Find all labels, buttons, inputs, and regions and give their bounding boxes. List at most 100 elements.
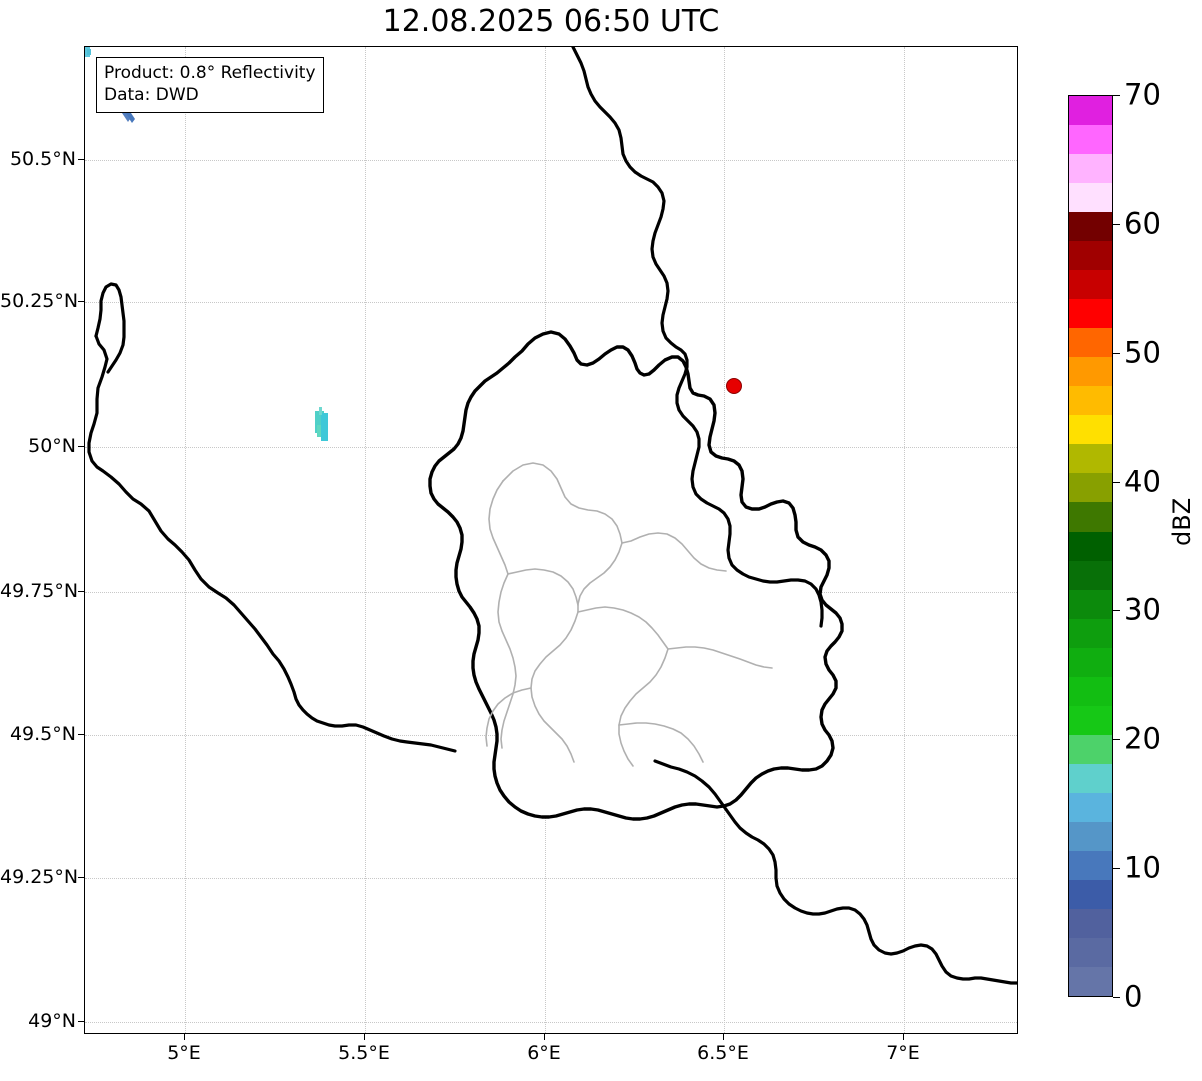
canton-line-north (502, 462, 623, 544)
colorbar-band-22 (1069, 328, 1112, 358)
ytick-mark-50.25N (78, 301, 84, 302)
border-belgium-france-west (87, 334, 457, 753)
ytick-mark-50.5N (78, 159, 84, 160)
xtick-mark-5.5E (364, 1034, 365, 1040)
colorbar-label-70: 70 (1124, 77, 1161, 112)
colorbar-band-25 (1069, 241, 1112, 271)
colorbar-axis-label: dBZ (1168, 497, 1196, 546)
border-germany-east (571, 47, 824, 628)
canton-line-southwest-branch (485, 687, 532, 747)
colorbar-band-13 (1069, 589, 1112, 619)
radar-echo-corner-speck (85, 47, 91, 57)
colorbar-tick-70 (1113, 95, 1120, 96)
colorbar-label-0: 0 (1124, 979, 1143, 1014)
colorbar-band-21 (1069, 357, 1112, 387)
colorbar-band-29 (1069, 125, 1112, 155)
colorbar-band-19 (1069, 415, 1112, 445)
ytick-label-49N: 49°N (28, 1010, 76, 1032)
radar-echo-cyan-patch (315, 407, 328, 441)
colorbar-tick-50 (1113, 352, 1120, 354)
canton-line-east (667, 646, 773, 669)
colorbar-label-60: 60 (1124, 206, 1161, 241)
ytick-label-49.25N: 49.25°N (0, 866, 79, 888)
canton-line-midwest (488, 480, 509, 575)
ytick-label-49.5N: 49.5°N (9, 723, 76, 745)
map-geometry (85, 47, 1017, 985)
xtick-label-6.5E: 6.5°E (697, 1042, 749, 1064)
xtick-mark-5E (184, 1034, 185, 1040)
canton-line-northeast (621, 532, 727, 572)
xtick-mark-6.5E (723, 1034, 724, 1040)
colorbar-band-28 (1069, 154, 1112, 184)
xtick-label-6E: 6°E (527, 1042, 561, 1064)
ytick-mark-49.75N (78, 591, 84, 592)
ytick-mark-49.5N (78, 734, 84, 735)
colorbar-band-14 (1069, 560, 1112, 590)
colorbar-band-15 (1069, 531, 1112, 561)
page-title: 12.08.2025 06:50 UTC (382, 4, 720, 39)
colorbar[interactable]: 0 10 20 30 40 50 60 70 (1068, 77, 1161, 1013)
colorbar-band-30 (1069, 96, 1112, 126)
radar-station-marker (726, 378, 742, 394)
colorbar-band-26 (1069, 212, 1112, 242)
ytick-mark-49.25N (78, 877, 84, 878)
ytick-mark-49N (78, 1021, 84, 1022)
xtick-label-5E: 5°E (167, 1042, 201, 1064)
border-belgium-northwest (94, 282, 126, 374)
colorbar-label-20: 20 (1124, 721, 1161, 756)
colorbar-band-0 (1069, 966, 1112, 996)
ytick-label-50.25N: 50.25°N (0, 290, 79, 312)
product-info-line-data: Data: DWD (104, 85, 199, 106)
colorbar-label-40: 40 (1124, 463, 1161, 498)
colorbar-band-23 (1069, 299, 1112, 329)
colorbar-band-7 (1069, 763, 1112, 793)
ytick-label-50N: 50°N (28, 435, 76, 457)
colorbar-band-20 (1069, 386, 1112, 416)
canton-line-west-mid (507, 568, 579, 606)
ytick-label-49.75N: 49.75°N (0, 580, 79, 602)
colorbar-band-16 (1069, 502, 1112, 532)
colorbar-tick-20 (1113, 739, 1120, 741)
colorbar-tick-0 (1113, 997, 1120, 998)
ytick-mark-50N (78, 446, 84, 447)
colorbar-band-1 (1069, 937, 1112, 967)
colorbar-gradient (1068, 95, 1113, 997)
canton-line-southeast-branch (618, 722, 704, 763)
product-info-line-product: Product: 0.8° Reflectivity (104, 63, 316, 83)
colorbar-band-10 (1069, 676, 1112, 706)
ytick-label-50.5N: 50.5°N (9, 148, 76, 170)
colorbar-band-3 (1069, 879, 1112, 909)
map-plot-area[interactable]: Product: 0.8° Reflectivity Data: DWD (84, 46, 1018, 1034)
colorbar-tick-30 (1113, 610, 1120, 612)
border-luxembourg (428, 330, 844, 821)
border-germany-france-southeast (653, 759, 1017, 985)
colorbar-label-50: 50 (1124, 335, 1161, 370)
xtick-label-7E: 7°E (886, 1042, 920, 1064)
colorbar-band-9 (1069, 705, 1112, 735)
colorbar-band-24 (1069, 270, 1112, 300)
xtick-label-5.5E: 5.5°E (338, 1042, 390, 1064)
colorbar-label-10: 10 (1124, 850, 1161, 885)
canton-line-center (577, 606, 669, 650)
luxembourg-canton-boundaries (485, 462, 773, 767)
colorbar-band-12 (1069, 618, 1112, 648)
canton-line-south-east (618, 648, 669, 767)
colorbar-band-5 (1069, 821, 1112, 851)
colorbar-band-4 (1069, 850, 1112, 880)
colorbar-band-27 (1069, 183, 1112, 213)
colorbar-band-18 (1069, 444, 1112, 474)
colorbar-band-17 (1069, 473, 1112, 503)
xtick-mark-7E (903, 1034, 904, 1040)
xtick-mark-6E (544, 1034, 545, 1040)
colorbar-band-2 (1069, 908, 1112, 938)
colorbar-tick-40 (1113, 481, 1120, 483)
colorbar-band-11 (1069, 647, 1112, 677)
colorbar-tick-10 (1113, 868, 1120, 870)
colorbar-label-30: 30 (1124, 592, 1161, 627)
colorbar-tick-60 (1113, 223, 1120, 225)
colorbar-band-6 (1069, 792, 1112, 822)
product-info-box: Product: 0.8° Reflectivity Data: DWD (96, 57, 324, 113)
canton-line-center-north (577, 542, 623, 613)
canton-line-southwest (497, 573, 517, 749)
